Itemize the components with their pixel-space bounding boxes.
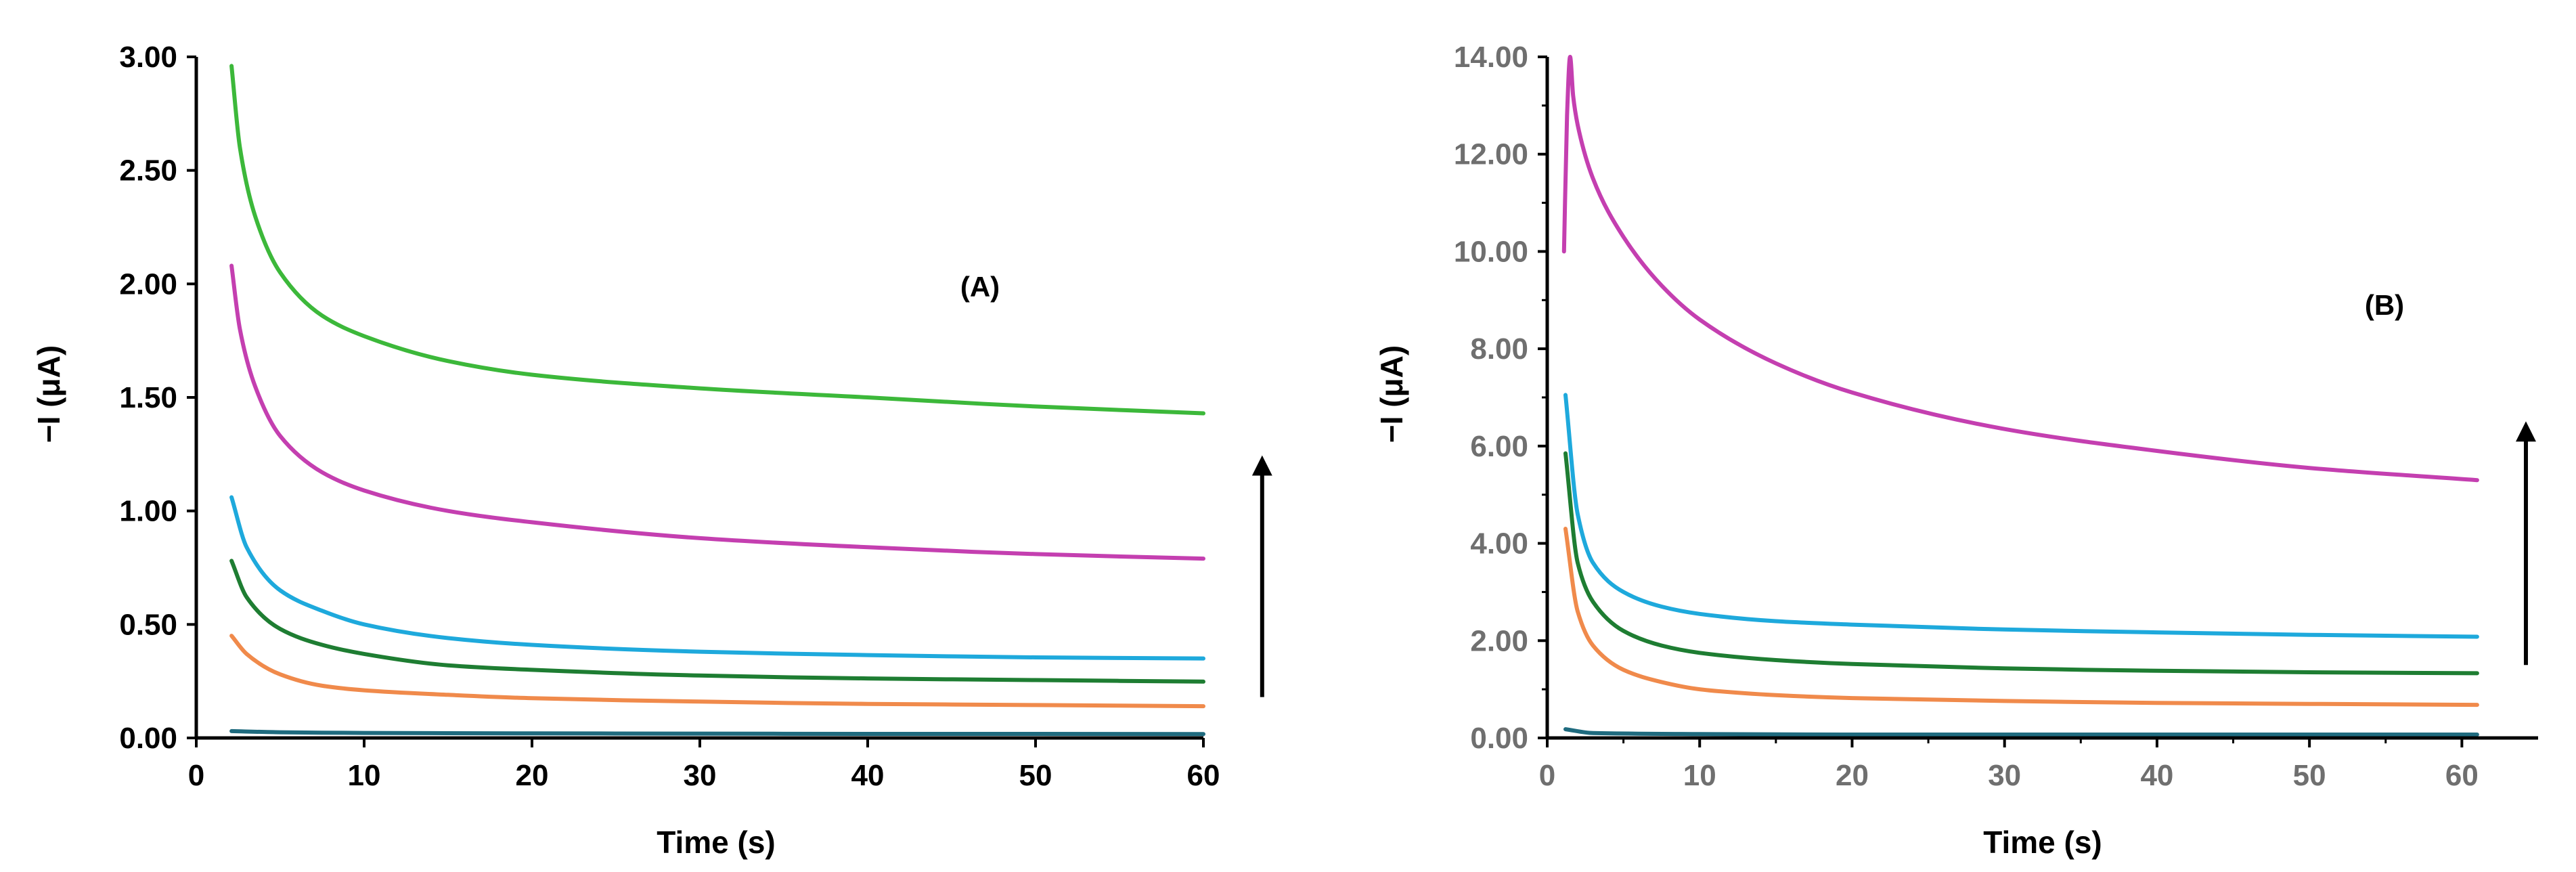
x-axis-title: Time (s) [657,825,776,860]
series-line-trace-5 [1561,55,2479,483]
panel-label: (A) [960,271,1000,303]
panel-label: (B) [2365,289,2404,321]
series-line-trace-2 [1563,527,2479,707]
y-ticks-b: 0.00 2.00 4.00 6.00 8.00 10.00 12.00 14.00 [1454,41,1547,755]
chart-panel-b: 0.00 2.00 4.00 6.00 8.00 10.00 12.00 14.00 0 10 2… [1374,41,2538,860]
x-tick-label: 60 [2445,759,2479,792]
series-layer-b [1561,55,2479,737]
y-tick-label: 2.50 [119,154,177,188]
y-tick-label: 0.50 [119,608,177,641]
x-tick-label: 40 [2140,759,2173,792]
y-tick-label: 10.00 [1454,235,1528,268]
x-tick-label: 20 [1836,759,1869,792]
y-tick-label: 6.00 [1470,430,1528,463]
x-tick-label: 10 [348,759,381,792]
series-line-trace-4 [1563,393,2479,639]
series-line-trace-3 [229,559,1205,684]
series-layer-a [229,64,1205,737]
x-tick-label: 50 [1019,759,1052,792]
series-line-trace-2 [229,634,1205,709]
x-tick-label: 0 [1539,759,1555,792]
y-tick-label: 8.00 [1470,332,1528,366]
x-tick-label: 30 [684,759,717,792]
y-tick-label: 1.00 [119,495,177,528]
x-tick-label: 60 [1187,759,1220,792]
axes-a [194,57,1203,740]
series-line-trace-6 [229,64,1205,416]
series-line-trace-5 [229,263,1205,561]
y-tick-label: 0.00 [119,722,177,755]
series-line-trace-3 [1563,451,2479,676]
x-axis-title: Time (s) [1983,825,2102,860]
y-tick-label: 2.00 [1470,624,1528,657]
chart-panel-a: 0.00 0.50 1.00 1.50 2.00 2.50 3.00 0 10 20 30 40 50… [31,41,1272,860]
series-line-trace-1 [1563,727,2479,737]
x-tick-label: 30 [1988,759,2021,792]
x-tick-label: 10 [1683,759,1716,792]
series-line-trace-1 [229,728,1205,737]
y-ticks-a: 0.00 0.50 1.00 1.50 2.00 2.50 3.00 [119,41,196,755]
y-tick-label: 12.00 [1454,138,1528,171]
y-axis-title: −I (μA) [1374,345,1409,443]
y-tick-label: 1.50 [119,381,177,414]
y-tick-label: 3.00 [119,41,177,74]
x-tick-label: 0 [188,759,204,792]
x-ticks-a: 0 10 20 30 40 50 60 [188,738,1220,792]
y-tick-label: 4.00 [1470,527,1528,561]
y-axis-title: −I (μA) [31,345,66,443]
y-tick-label: 2.00 [119,267,177,301]
y-tick-label: 14.00 [1454,41,1528,74]
x-tick-label: 20 [516,759,549,792]
series-line-trace-4 [229,495,1205,661]
y-tick-label: 0.00 [1470,722,1528,755]
x-tick-label: 50 [2293,759,2326,792]
x-tick-label: 40 [851,759,885,792]
x-ticks-b: 0 10 20 30 40 50 60 [1539,738,2479,792]
